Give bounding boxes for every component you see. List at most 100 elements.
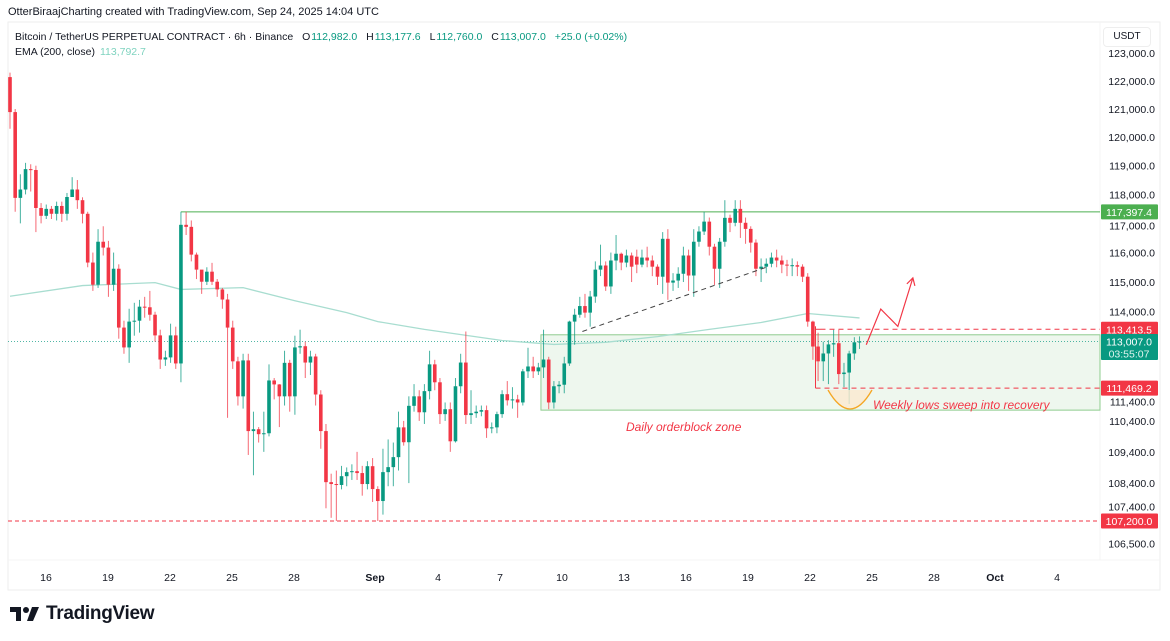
time-axis[interactable]: 16 19 22 25 28 Sep 4 7 10 13 16 19 22 25 28 Oct 4: [40, 572, 1060, 584]
candle-down: [629, 255, 634, 267]
candle-down: [531, 366, 535, 372]
currency-button[interactable]: USDT: [1103, 27, 1151, 47]
candle-up: [500, 394, 504, 415]
low-label: L: [429, 31, 436, 43]
candle-up: [552, 386, 556, 403]
candle-up: [282, 362, 287, 397]
price-tick-label: 122,000.0: [1108, 76, 1155, 88]
candle-down: [583, 306, 587, 313]
candle-up: [821, 353, 826, 362]
change-value: +25.0 (+0.02%): [554, 31, 628, 43]
candle-up: [717, 241, 722, 269]
candle-up: [132, 320, 137, 322]
time-tick-label: 13: [618, 572, 630, 584]
high-label: H: [366, 31, 374, 43]
price-axis[interactable]: 123,000.0 122,000.0 121,000.0 120,000.0 119,…: [1108, 48, 1155, 550]
orderblock-zone: [540, 334, 1101, 411]
sweep-annotation: Weekly lows sweep into recovery: [873, 398, 1051, 412]
time-tick-label: 28: [288, 572, 300, 584]
candle-down: [811, 321, 815, 347]
close-label: C: [491, 31, 499, 43]
candle-up: [593, 269, 598, 297]
price-label-badge: [1101, 204, 1158, 220]
candle-up: [127, 321, 131, 348]
candle-down: [173, 335, 178, 364]
symbol-title[interactable]: Bitcoin / TetherUS PERPETUAL CONTRACT · …: [15, 31, 294, 43]
low-value: 112,760.0: [436, 31, 483, 43]
candle-up: [562, 363, 567, 385]
candle-up: [831, 343, 836, 345]
candle-up: [733, 208, 737, 223]
candle-down: [220, 289, 225, 300]
time-tick-label: 19: [102, 572, 114, 584]
price-label-badge: [1101, 513, 1158, 529]
candle-down: [8, 77, 12, 113]
candle-up: [852, 342, 857, 354]
levels-layer: [8, 211, 1100, 522]
candle-up: [381, 472, 385, 502]
candle-up: [469, 413, 473, 416]
ema-label[interactable]: EMA (200, close): [15, 46, 95, 58]
candle-down: [748, 228, 753, 243]
projection-arrow: [865, 277, 914, 345]
candle-up: [308, 356, 313, 363]
candle-down: [448, 409, 453, 442]
candle-down: [303, 346, 308, 363]
candle-up: [443, 409, 447, 415]
candle-down: [603, 265, 608, 287]
price-tick-label: 109,400.0: [1108, 447, 1155, 459]
candle-down: [313, 356, 318, 395]
candle-down: [60, 205, 64, 214]
time-tick-label: 28: [928, 572, 940, 584]
orderblock-layer: [540, 334, 1101, 411]
candle-up: [137, 306, 142, 321]
candle-down: [329, 482, 333, 485]
candle-up: [262, 433, 266, 435]
price-tick-label: 108,400.0: [1108, 478, 1155, 490]
candle-down: [712, 246, 717, 269]
time-tick-label: 16: [40, 572, 52, 584]
time-tick-label: 22: [804, 572, 816, 584]
candle-down: [236, 361, 240, 397]
candle-up: [422, 391, 427, 413]
candle-up: [572, 314, 577, 322]
tradingview-logo-text: TradingView: [46, 603, 155, 624]
candle-down: [287, 362, 292, 397]
candle-down: [774, 257, 779, 261]
candle-up: [578, 306, 582, 315]
time-tick-label: Sep: [365, 572, 384, 584]
candle-down: [666, 238, 670, 283]
candle-down: [754, 242, 758, 269]
high-value: 113,177.6: [374, 31, 421, 43]
candle-up: [702, 221, 706, 232]
candle-down: [122, 327, 126, 348]
price-label-badge: [1101, 333, 1158, 360]
arrow-head-icon: [906, 276, 916, 287]
candle-up: [391, 457, 396, 468]
price-tick-label: 117,000.0: [1109, 220, 1155, 232]
candle-down: [184, 224, 188, 227]
symbol-legend-row: Bitcoin / TetherUS PERPETUAL CONTRACT · …: [15, 30, 627, 45]
candle-up: [489, 427, 494, 429]
price-tick-label: 118,000.0: [1109, 189, 1155, 201]
candle-up: [168, 335, 173, 358]
candle-up: [65, 197, 69, 214]
candle-down: [375, 489, 380, 502]
candle-up: [510, 399, 515, 401]
candle-down: [417, 396, 422, 413]
price-label-text: 113,413.5: [1106, 324, 1152, 336]
candle-up: [521, 371, 525, 403]
candle-down: [158, 335, 163, 360]
candle-up: [386, 467, 390, 473]
ema-legend-row: EMA (200, close) 113,792.7: [15, 45, 627, 60]
candle-up: [453, 386, 458, 442]
candle-down: [464, 362, 468, 416]
tradingview-logo[interactable]: TradingView: [10, 603, 155, 625]
open-label: O: [302, 31, 311, 43]
candle-down: [256, 429, 261, 435]
candle-down: [401, 427, 406, 443]
candle-up: [18, 189, 23, 198]
time-tick-label: 4: [1054, 572, 1060, 584]
candle-down: [49, 208, 54, 214]
